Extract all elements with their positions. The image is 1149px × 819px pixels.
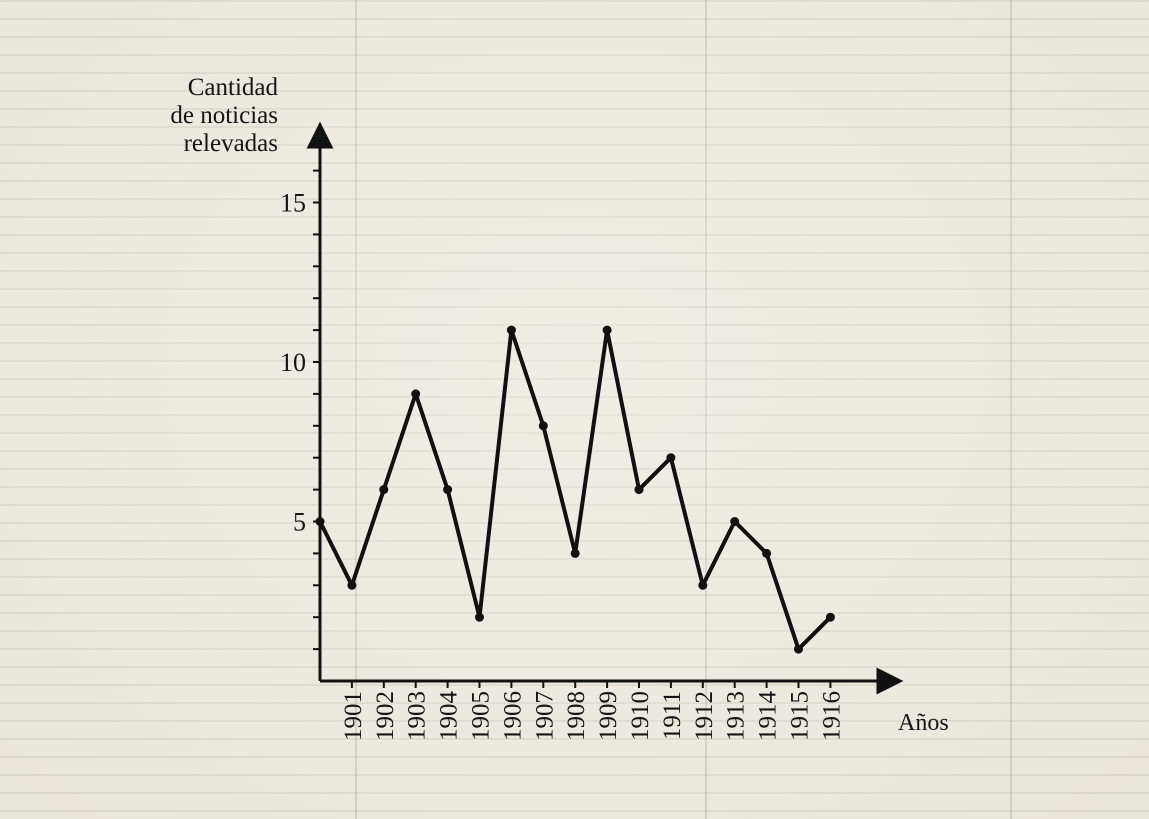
x-tick-label: 1912 — [691, 691, 718, 741]
chart-axes — [306, 121, 904, 695]
data-point — [794, 644, 803, 654]
y-tick-label: 5 — [293, 508, 306, 537]
data-point — [698, 580, 708, 590]
data-point — [666, 453, 676, 463]
data-point — [602, 325, 612, 335]
data-point — [506, 325, 516, 335]
x-tick-label: 1903 — [404, 691, 431, 741]
x-tick-label: 1902 — [372, 691, 399, 741]
data-point — [570, 548, 580, 558]
data-point — [411, 389, 421, 399]
y-axis-label-line-3: relevadas — [183, 130, 278, 157]
data-point — [315, 517, 325, 526]
data-point — [379, 485, 389, 495]
axis-ticks: 5 10 15 1901 1902 1903 1904 1905 1906 1907 1908 190… — [280, 169, 845, 742]
x-tick-label: 1913 — [723, 691, 750, 741]
y-axis-label-line-2: de noticias — [170, 102, 278, 129]
data-point — [347, 580, 357, 590]
data-point — [825, 612, 835, 622]
x-tick-label: 1907 — [531, 691, 558, 741]
x-tick-label: 1915 — [787, 691, 814, 741]
x-tick-label: 1910 — [627, 691, 654, 741]
series-group — [315, 325, 835, 654]
series-line — [318, 328, 833, 652]
x-tick-label: 1908 — [563, 691, 590, 741]
x-tick-label: 1914 — [755, 691, 782, 742]
x-tick-label: 1909 — [595, 691, 622, 741]
x-tick-label: 1906 — [499, 691, 526, 741]
y-tick-label: 15 — [280, 189, 306, 218]
y-axis-label-line-1: Cantidad — [187, 74, 278, 101]
x-axis-label: Años — [898, 710, 949, 736]
data-point — [762, 548, 772, 558]
y-axis-label: Cantidad de noticias relevadas — [128, 74, 278, 158]
data-point — [730, 517, 740, 526]
y-tick-label: 10 — [280, 348, 306, 377]
x-tick-label: 1905 — [468, 691, 495, 741]
data-point — [634, 485, 644, 495]
data-point — [475, 612, 484, 622]
x-tick-label: 1916 — [818, 691, 845, 741]
data-point — [538, 421, 548, 431]
x-tick-label: 1911 — [659, 691, 686, 740]
x-tick-label: 1904 — [436, 691, 463, 742]
x-tick-label: 1901 — [340, 691, 367, 741]
data-point — [443, 485, 453, 495]
